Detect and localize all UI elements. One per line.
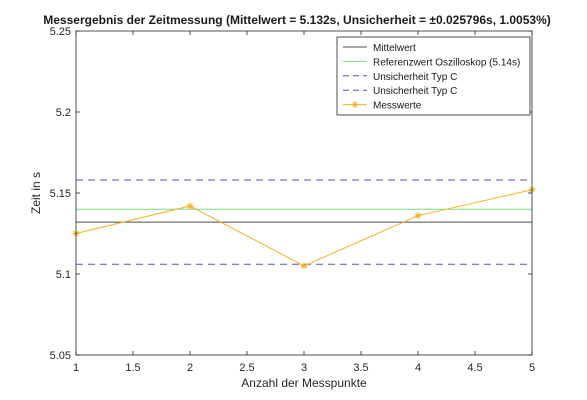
data-point xyxy=(300,262,308,270)
x-tick-label: 3 xyxy=(301,362,307,374)
chart-title: Messergebnis der Zeitmessung (Mittelwert… xyxy=(43,13,550,27)
x-tick-label: 5 xyxy=(529,362,535,374)
x-tick-label: 4.5 xyxy=(467,362,482,374)
legend-box xyxy=(336,36,531,116)
data-point xyxy=(186,202,194,210)
y-tick-label: 5.2 xyxy=(56,107,71,119)
axis-layer: 1 1.5 2 2.5 3 3.5 4 4.5 5 5.05 5.1 5.15 5.2 5.25 xyxy=(50,26,535,374)
legend: Mittelwert Referenzwert Oszilloskop (5.14… xyxy=(336,36,531,116)
data-point xyxy=(414,212,422,220)
x-tick-label: 2.5 xyxy=(239,362,254,374)
x-tick-label: 3.5 xyxy=(353,362,368,374)
legend-marker xyxy=(351,101,359,109)
x-tick-label: 1.5 xyxy=(125,362,140,374)
y-tick-label: 5.1 xyxy=(56,269,71,281)
x-tick-label: 2 xyxy=(187,362,193,374)
legend-label: Unsicherheit Typ C xyxy=(373,72,457,83)
series-layer xyxy=(72,179,536,270)
y-tick-label: 5.15 xyxy=(50,188,71,200)
y-tick-label: 5.25 xyxy=(50,26,71,38)
x-tick-label: 1 xyxy=(73,362,79,374)
legend-label: Mittelwert xyxy=(373,43,416,54)
y-tick-label: 5.05 xyxy=(50,350,71,362)
legend-label: Referenzwert Oszilloskop (5.14s) xyxy=(373,57,520,68)
x-axis-label: Anzahl der Messpunkte xyxy=(241,376,367,390)
y-axis-label: Zeit in s xyxy=(29,172,43,214)
legend-label: Unsicherheit Typ C xyxy=(373,86,457,97)
legend-label: Messwerte xyxy=(373,101,422,112)
x-tick-label: 4 xyxy=(415,362,421,374)
